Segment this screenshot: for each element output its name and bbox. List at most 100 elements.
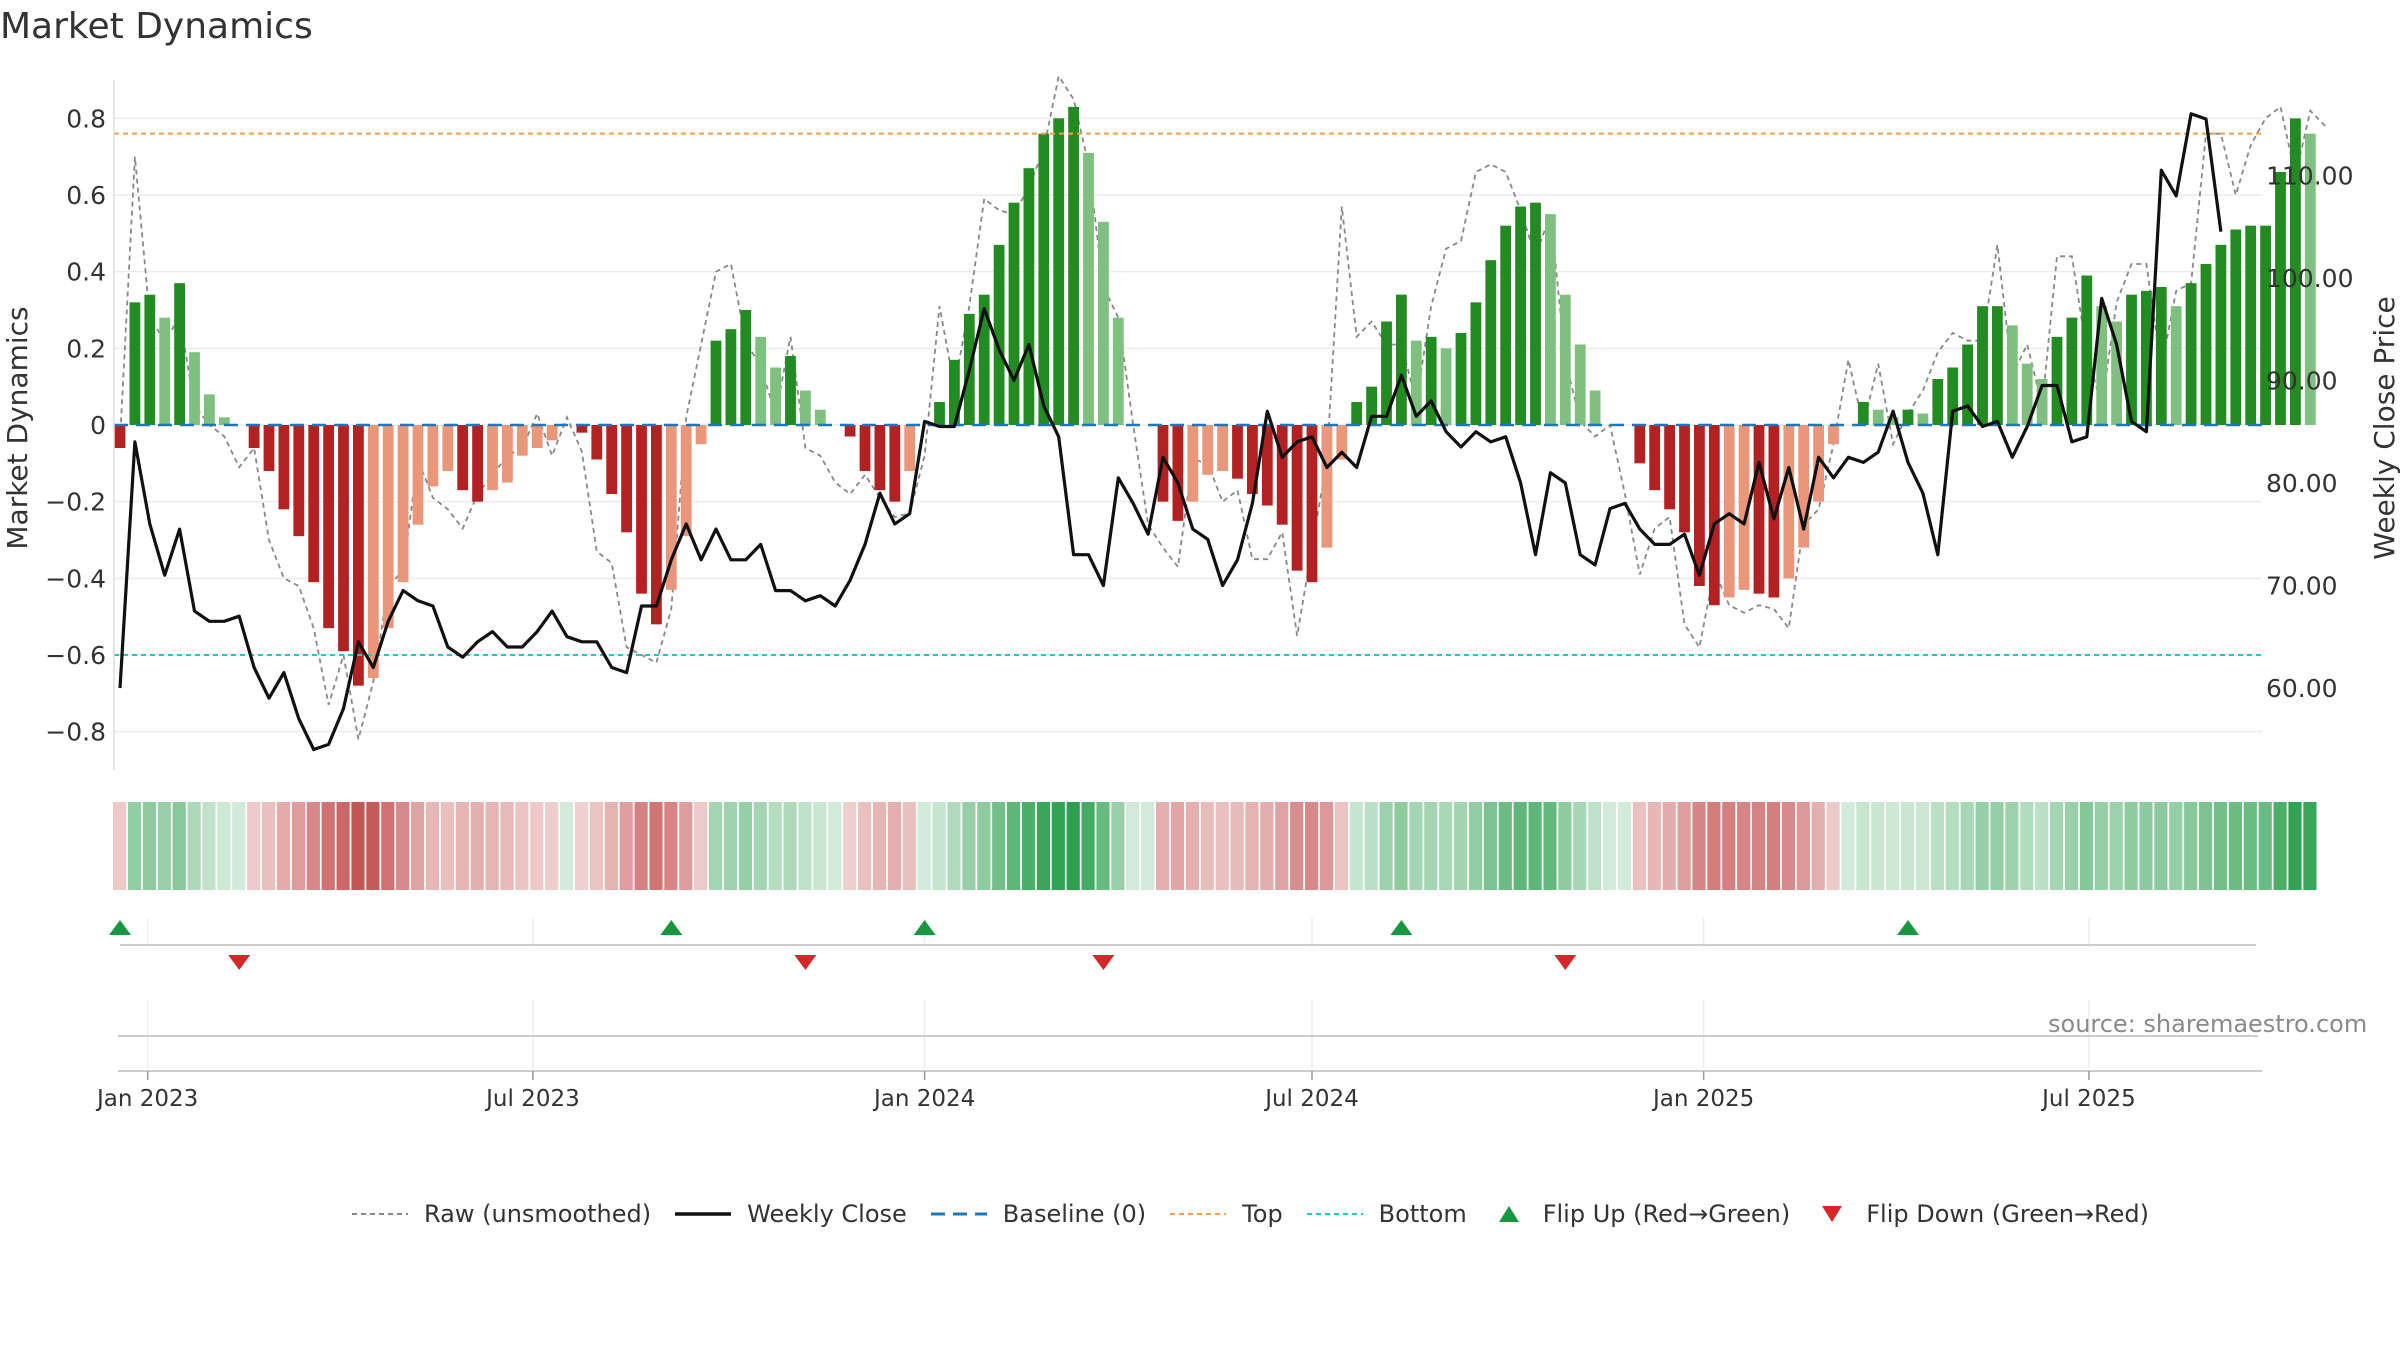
y-tick-label: 0.8 bbox=[66, 104, 106, 133]
legend-baseline-label: Baseline (0) bbox=[1002, 1200, 1147, 1228]
heat-cell bbox=[1141, 802, 1155, 890]
heat-cell bbox=[1468, 802, 1483, 890]
bar bbox=[367, 425, 379, 678]
bar bbox=[1530, 202, 1541, 425]
bar bbox=[1351, 402, 1363, 425]
heat-cell bbox=[783, 802, 797, 890]
heat-cell bbox=[1379, 802, 1393, 890]
heat-cell bbox=[1066, 802, 1080, 890]
bar bbox=[1992, 306, 2003, 425]
bar bbox=[263, 425, 275, 471]
heat-cell bbox=[1737, 802, 1751, 890]
legend-top-swatch bbox=[1170, 1213, 1227, 1215]
legend-bottom: Bottom bbox=[1305, 1200, 1467, 1228]
bar bbox=[2126, 294, 2137, 425]
bar bbox=[904, 425, 916, 471]
bar bbox=[621, 425, 632, 533]
bar bbox=[1962, 344, 1973, 425]
heat-cell bbox=[1543, 802, 1557, 890]
bar bbox=[516, 425, 528, 456]
heat-cell bbox=[351, 802, 365, 890]
heat-cell bbox=[545, 802, 559, 890]
heat-cell bbox=[2199, 802, 2213, 890]
bar bbox=[2230, 229, 2242, 425]
bar bbox=[2200, 264, 2212, 425]
heat-cell bbox=[1841, 802, 1855, 890]
bar bbox=[949, 359, 960, 425]
heat-cell bbox=[1439, 802, 1453, 890]
heat-cell bbox=[1036, 802, 1050, 890]
bar bbox=[1589, 390, 1601, 425]
heat-cell bbox=[113, 802, 127, 890]
heat-cell bbox=[1007, 802, 1021, 890]
close-line bbox=[118, 112, 2223, 752]
heat-cell bbox=[172, 802, 186, 890]
bar bbox=[1857, 402, 1869, 425]
bar bbox=[189, 352, 200, 425]
heat-cell bbox=[1498, 802, 1512, 890]
heat-cell bbox=[1215, 802, 1229, 890]
bar bbox=[1261, 425, 1273, 506]
bar bbox=[1917, 413, 1929, 425]
heat-cell bbox=[738, 802, 752, 890]
bar bbox=[204, 394, 215, 425]
heat-cell bbox=[1886, 802, 1900, 890]
heat-cell bbox=[1021, 802, 1036, 890]
bar bbox=[993, 244, 1005, 425]
bar bbox=[740, 310, 752, 425]
bar bbox=[1053, 118, 1065, 425]
gridlines bbox=[114, 117, 2262, 1068]
bar bbox=[889, 425, 901, 502]
bar bbox=[2185, 283, 2197, 425]
bar bbox=[934, 402, 945, 425]
legend-close-label: Weekly Close bbox=[747, 1200, 907, 1228]
bar bbox=[218, 417, 230, 425]
heat-cell bbox=[217, 802, 231, 890]
heat-cell bbox=[813, 802, 827, 890]
bar bbox=[785, 356, 796, 425]
bar bbox=[1321, 425, 1333, 548]
bar bbox=[1425, 336, 1437, 425]
bar bbox=[1098, 221, 1109, 425]
flip-up-marker bbox=[1390, 920, 1413, 935]
bar bbox=[1187, 425, 1199, 502]
bar bbox=[278, 425, 290, 510]
heat-cell bbox=[2035, 802, 2049, 890]
heat-cell bbox=[1424, 802, 1438, 890]
bar bbox=[2275, 172, 2286, 425]
bar bbox=[2155, 287, 2167, 425]
heat-cell bbox=[366, 802, 380, 890]
bar bbox=[1649, 425, 1661, 491]
heat-cell bbox=[500, 802, 514, 890]
bar bbox=[1217, 425, 1228, 471]
heat-cell bbox=[798, 802, 812, 890]
bar bbox=[293, 425, 305, 537]
bar bbox=[1932, 379, 1944, 425]
bar bbox=[1679, 425, 1690, 533]
bar bbox=[1828, 425, 1839, 445]
bar bbox=[487, 425, 498, 491]
bar bbox=[174, 283, 185, 425]
bar bbox=[114, 425, 126, 448]
heat-cell bbox=[887, 802, 901, 890]
heat-cell bbox=[1275, 802, 1289, 890]
heat-cell bbox=[1319, 802, 1334, 890]
heat-cell bbox=[1930, 802, 1944, 890]
y2-tick-label: 80.00 bbox=[2266, 469, 2338, 498]
legend-flip-down: Flip Down (Green→Red) bbox=[1812, 1200, 2149, 1228]
heat-cell bbox=[2064, 802, 2079, 890]
heat-cell bbox=[1394, 802, 1408, 890]
bar bbox=[2021, 363, 2033, 425]
heat-cell bbox=[470, 802, 484, 890]
bar bbox=[144, 294, 156, 425]
bar bbox=[1723, 425, 1735, 598]
heat-cell bbox=[455, 802, 469, 890]
market-dynamics-chart: 0.8 0.6 0.4 0.2 0 −0.2 −0.4 −0.6 −0.8 110.00 100.0… bbox=[1, 73, 2400, 1112]
bar bbox=[755, 336, 767, 425]
legend-flip-down-label: Flip Down (Green→Red) bbox=[1866, 1200, 2149, 1228]
bar bbox=[1559, 294, 1571, 425]
heat-cell bbox=[1081, 802, 1095, 890]
bar bbox=[323, 425, 334, 629]
heat-cell bbox=[2273, 802, 2287, 890]
heat-cell bbox=[1781, 802, 1795, 890]
